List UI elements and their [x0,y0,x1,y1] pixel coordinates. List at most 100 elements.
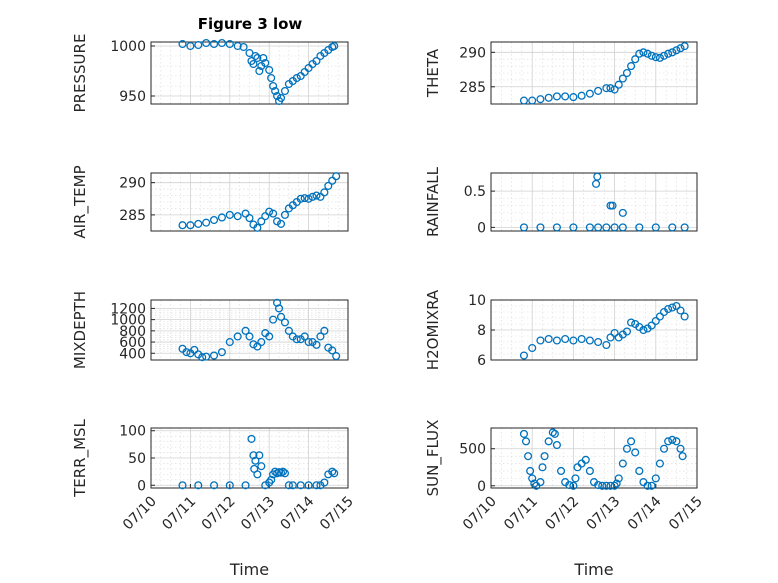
data-point [602,340,611,350]
data-point [659,444,669,453]
data-series [178,172,341,232]
y-tick-label: 1000 [110,313,146,329]
data-point [519,96,529,105]
data-point [253,342,262,351]
y-tick-label: 290 [459,45,486,61]
data-point [627,437,636,446]
axes-frame [490,427,698,489]
x-tick-label: 07/14 [278,493,318,533]
data-point [202,218,211,227]
data-point [577,91,586,100]
data-series [178,298,341,362]
y-tick-label: 600 [119,335,146,351]
data-point [614,474,623,483]
data-point [328,346,337,355]
x-tick-label: 07/13 [584,494,624,534]
data-point [255,451,264,460]
data-point [593,172,602,181]
y-axis-label: THETA [424,48,442,98]
y-axis-label: RAINFALL [424,166,442,237]
data-point [651,316,660,326]
data-point [668,48,677,57]
data-point [328,467,337,476]
y-axis-label: SUN_FLUX [424,420,443,497]
data-point [672,437,681,446]
data-point [225,338,234,347]
axes-frame [490,41,698,105]
data-point [332,172,341,181]
data-point [257,462,266,471]
y-axis-label: AIR_TEMP [71,165,90,238]
data-point [308,192,317,201]
data-point [276,93,286,103]
data-series [519,172,689,232]
data-point [178,221,187,230]
y-tick-label: 10 [468,293,486,309]
data-point [253,223,262,232]
y-tick-label: 0 [477,479,486,495]
axes-frame [150,41,349,105]
data-point [257,338,266,347]
y-axis-label: MIXDEPTH [71,291,89,369]
data-point [569,336,578,345]
data-series [519,301,689,360]
data-point [602,223,611,232]
data-point [304,338,313,347]
data-point [618,208,627,217]
data-point [664,49,673,58]
y-tick-label: 0 [137,478,146,494]
data-point [556,466,566,476]
x-tick-label: 07/11 [501,494,541,534]
data-point [550,429,559,438]
data-point [627,62,636,71]
data-point [565,480,574,490]
data-point [618,459,627,468]
data-point [276,312,286,321]
data-point [269,315,278,324]
data-point [647,321,656,330]
data-point [304,194,313,203]
data-point [255,66,264,76]
data-point [664,437,673,446]
data-point [618,223,627,232]
data-point [209,481,219,490]
data-point [241,209,250,218]
data-point [668,303,677,312]
y-tick-label: 290 [119,176,146,192]
axes-frame [150,299,349,361]
data-point [288,481,297,490]
data-point [217,38,226,48]
data-point [528,343,537,353]
data-point [610,85,619,94]
data-point [209,39,219,49]
data-series [519,428,687,490]
data-point [610,481,619,490]
data-point [194,219,203,228]
data-point [519,429,529,438]
data-point [296,481,305,490]
data-point [259,53,268,63]
data-point [265,65,274,75]
data-point [569,481,578,490]
data-point [594,480,603,490]
x-tick-label: 07/15 [666,494,706,534]
data-point [332,352,341,361]
data-point [585,466,594,476]
data-point [292,335,301,344]
data-point [225,39,234,49]
data-point [651,53,660,62]
data-point [261,212,270,221]
data-point [608,201,617,210]
data-point [519,351,529,360]
data-point [312,56,321,66]
data-point [651,223,660,232]
data-point [182,348,191,357]
data-point [202,352,211,361]
y-tick-label: 800 [119,324,146,340]
data-point [328,176,337,185]
data-point [284,481,293,490]
data-point [312,191,321,200]
data-point [552,440,561,450]
data-point [655,53,664,62]
